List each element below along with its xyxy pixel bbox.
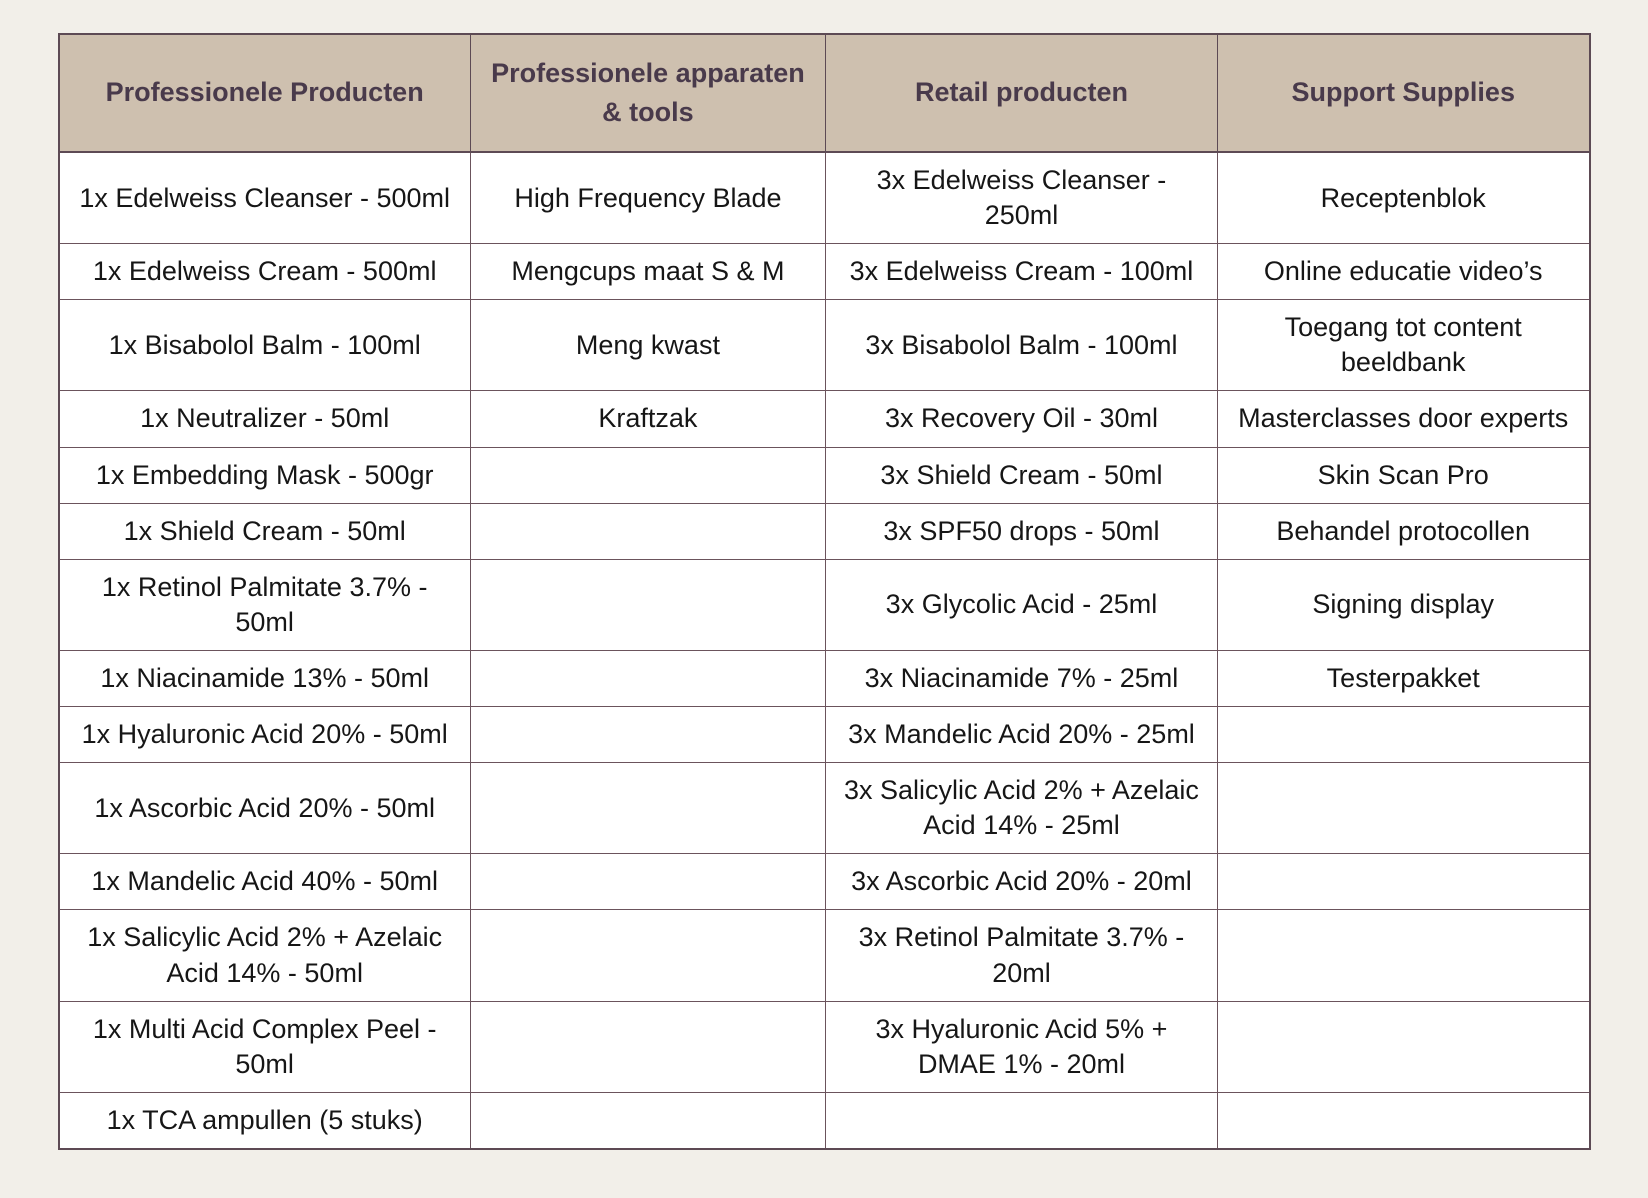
table-cell: 1x Retinol Palmitate 3.7% - 50ml (58, 558, 471, 651)
table-cell: 1x Embedding Mask - 500gr (58, 446, 471, 504)
table-cell (469, 446, 827, 504)
table-cell: 1x Hyaluronic Acid 20% - 50ml (58, 706, 471, 764)
table-cell: 1x Edelweiss Cream - 500ml (58, 243, 471, 301)
table-row: 1x Mandelic Acid 40% - 50ml 3x Ascorbic … (58, 853, 1591, 911)
table-cell: 1x Salicylic Acid 2% + Azelaic Acid 14% … (58, 909, 471, 1002)
table-cell (1216, 1000, 1591, 1093)
table-cell (469, 558, 827, 651)
table-cell (469, 502, 827, 560)
table-cell: Toegang tot content beeldbank (1216, 299, 1591, 392)
table-row: 1x Multi Acid Complex Peel - 50ml 3x Hya… (58, 1000, 1591, 1093)
table-cell: 1x Shield Cream - 50ml (58, 502, 471, 560)
table-body: 1x Edelweiss Cleanser - 500ml High Frequ… (58, 151, 1591, 1150)
table-cell (469, 706, 827, 764)
table-cell: 1x Edelweiss Cleanser - 500ml (58, 151, 471, 245)
table-cell (469, 909, 827, 1002)
table-cell: 1x Bisabolol Balm - 100ml (58, 299, 471, 392)
table-cell: Online educatie video’s (1216, 243, 1591, 301)
table-row: 1x Bisabolol Balm - 100ml Meng kwast 3x … (58, 299, 1591, 392)
table-cell: 3x Salicylic Acid 2% + Azelaic Acid 14% … (825, 762, 1218, 855)
table-cell: Signing display (1216, 558, 1591, 651)
table-cell: 3x SPF50 drops - 50ml (825, 502, 1218, 560)
table-cell: Skin Scan Pro (1216, 446, 1591, 504)
table-cell: 3x Recovery Oil - 30ml (825, 390, 1218, 448)
table-cell: 3x Retinol Palmitate 3.7% - 20ml (825, 909, 1218, 1002)
table-row: 1x TCA ampullen (5 stuks) (58, 1091, 1591, 1150)
table-row: 1x Neutralizer - 50ml Kraftzak 3x Recove… (58, 390, 1591, 448)
table-cell: Receptenblok (1216, 151, 1591, 245)
table-cell: 3x Mandelic Acid 20% - 25ml (825, 706, 1218, 764)
table-cell: 3x Shield Cream - 50ml (825, 446, 1218, 504)
table-row: 1x Ascorbic Acid 20% - 50ml 3x Salicylic… (58, 762, 1591, 855)
table-row: 1x Hyaluronic Acid 20% - 50ml 3x Mandeli… (58, 706, 1591, 764)
table-cell (469, 649, 827, 708)
table-cell (1216, 909, 1591, 1002)
table-cell: 1x Neutralizer - 50ml (58, 390, 471, 448)
table-cell: 3x Niacinamide 7% - 25ml (825, 649, 1218, 708)
table-cell: 1x Ascorbic Acid 20% - 50ml (58, 762, 471, 855)
table-cell: 1x Mandelic Acid 40% - 50ml (58, 853, 471, 911)
table-cell: 1x Multi Acid Complex Peel - 50ml (58, 1000, 471, 1093)
table-row: 1x Niacinamide 13% - 50ml 3x Niacinamide… (58, 649, 1591, 708)
table-cell: 3x Glycolic Acid - 25ml (825, 558, 1218, 651)
table-cell: Meng kwast (469, 299, 827, 392)
table-cell: Testerpakket (1216, 649, 1591, 708)
table-cell (1216, 762, 1591, 855)
table-cell: 1x TCA ampullen (5 stuks) (58, 1091, 471, 1150)
column-header-professionele-producten: Professionele Producten (58, 33, 471, 153)
table-row: 1x Edelweiss Cream - 500ml Mengcups maat… (58, 243, 1591, 301)
table-row: 1x Salicylic Acid 2% + Azelaic Acid 14% … (58, 909, 1591, 1002)
table-cell: 3x Bisabolol Balm - 100ml (825, 299, 1218, 392)
table-cell (469, 1091, 827, 1150)
table-cell: 1x Niacinamide 13% - 50ml (58, 649, 471, 708)
table-cell (1216, 853, 1591, 911)
table-cell (1216, 1091, 1591, 1150)
table-cell (469, 762, 827, 855)
table-cell (825, 1091, 1218, 1150)
table-row: 1x Retinol Palmitate 3.7% - 50ml 3x Glyc… (58, 558, 1591, 651)
table-cell: Behandel protocollen (1216, 502, 1591, 560)
table-cell (1216, 706, 1591, 764)
table-row: 1x Edelweiss Cleanser - 500ml High Frequ… (58, 151, 1591, 245)
table-cell: 3x Edelweiss Cream - 100ml (825, 243, 1218, 301)
column-header-support-supplies: Support Supplies (1216, 33, 1591, 153)
column-header-retail-producten: Retail producten (825, 33, 1218, 153)
table-cell: 3x Ascorbic Acid 20% - 20ml (825, 853, 1218, 911)
table-cell (469, 853, 827, 911)
table-cell: Masterclasses door experts (1216, 390, 1591, 448)
table-row: 1x Embedding Mask - 500gr 3x Shield Crea… (58, 446, 1591, 504)
table-cell (469, 1000, 827, 1093)
table-row: 1x Shield Cream - 50ml 3x SPF50 drops - … (58, 502, 1591, 560)
column-header-professionele-apparaten-tools: Professionele apparaten & tools (469, 33, 827, 153)
table-cell: High Frequency Blade (469, 151, 827, 245)
table-container: Professionele Producten Professionele ap… (57, 0, 1591, 1150)
product-table: Professionele Producten Professionele ap… (57, 33, 1591, 1150)
table-cell: 3x Hyaluronic Acid 5% + DMAE 1% - 20ml (825, 1000, 1218, 1093)
table-cell: 3x Edelweiss Cleanser - 250ml (825, 151, 1218, 245)
table-cell: Kraftzak (469, 390, 827, 448)
table-cell: Mengcups maat S & M (469, 243, 827, 301)
table-header-row: Professionele Producten Professionele ap… (58, 33, 1591, 153)
